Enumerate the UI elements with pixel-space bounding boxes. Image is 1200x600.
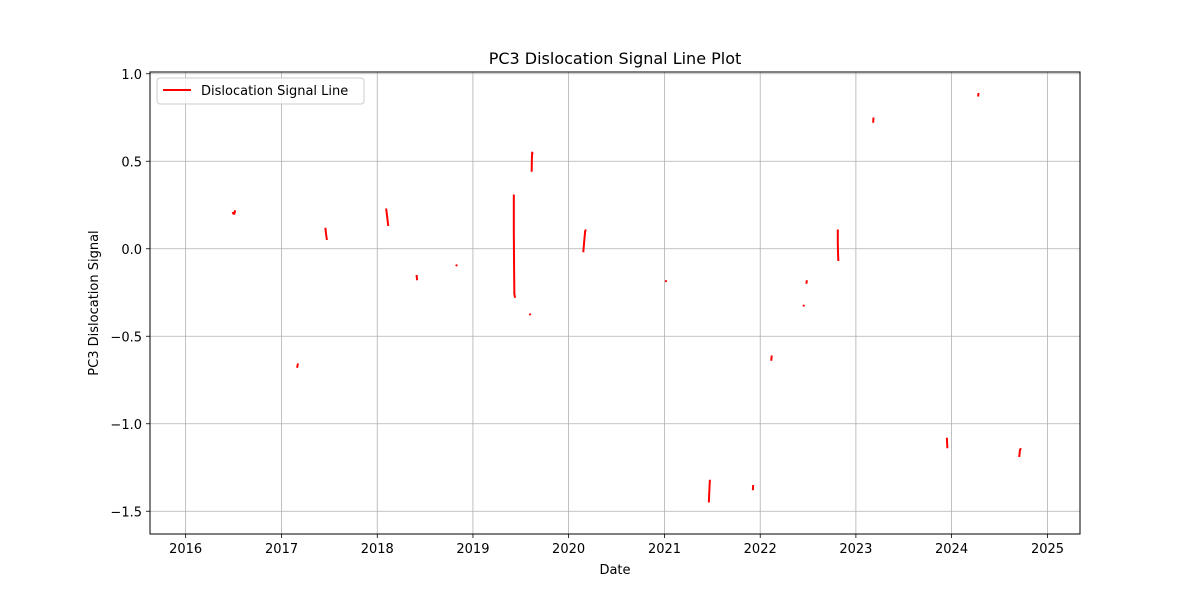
y-tick-label: −1.5 — [110, 505, 142, 520]
signal-line-segment — [945, 437, 949, 449]
legend: Dislocation Signal Line — [156, 77, 365, 105]
x-tick-label: 2018 — [361, 542, 394, 557]
y-axis-label: PC3 Dislocation Signal — [87, 230, 102, 375]
signal-line-segment — [385, 208, 390, 227]
x-tick-label: 2017 — [265, 542, 298, 557]
signal-line-segment — [1018, 447, 1022, 458]
x-tick-label: 2020 — [552, 542, 585, 557]
x-tick-label: 2024 — [935, 542, 968, 557]
y-tick-label: 1.0 — [121, 68, 142, 83]
x-tick-label: 2016 — [169, 542, 202, 557]
signal-line-segment — [707, 479, 711, 503]
signal-line-segment — [530, 151, 534, 172]
legend-box — [156, 77, 365, 105]
signal-line-segment — [324, 227, 328, 241]
signal-line-segment — [977, 92, 980, 97]
y-tick-label: −0.5 — [110, 330, 142, 345]
plot-area — [231, 92, 1022, 503]
y-tick-label: 0.5 — [121, 155, 142, 170]
axes-frame — [149, 71, 1081, 535]
y-tick-label: 0.0 — [121, 243, 142, 258]
x-tick-label: 2023 — [839, 542, 872, 557]
x-tick-label: 2019 — [456, 542, 489, 557]
x-tick-label: 2025 — [1031, 542, 1064, 557]
y-tick-label: −1.0 — [110, 418, 142, 433]
chart-title: PC3 Dislocation Signal Line Plot — [489, 49, 742, 68]
signal-line-segment — [836, 229, 840, 262]
x-tick-label: 2021 — [648, 542, 681, 557]
signal-line-segment — [296, 363, 299, 368]
signal-line-segment — [231, 210, 237, 215]
x-axis-label: Date — [599, 563, 630, 578]
signal-line-segment — [805, 280, 808, 284]
x-tick-label: 2022 — [744, 542, 777, 557]
grid-lines — [150, 72, 1080, 534]
legend-label: Dislocation Signal Line — [201, 84, 348, 99]
axis-ticks: 2016 2017 2018 2019 2020 2021 2022 2023 2024 2025… — [110, 68, 1064, 557]
signal-line-segment — [802, 304, 805, 307]
signal-line-segment — [512, 194, 517, 298]
signal-line-segment — [415, 274, 419, 281]
signal-line-segment — [770, 355, 773, 361]
signal-line-segment — [455, 264, 458, 267]
signal-line-segment — [664, 279, 668, 283]
signal-line-segment — [582, 229, 587, 253]
signal-line-segment — [528, 313, 532, 316]
